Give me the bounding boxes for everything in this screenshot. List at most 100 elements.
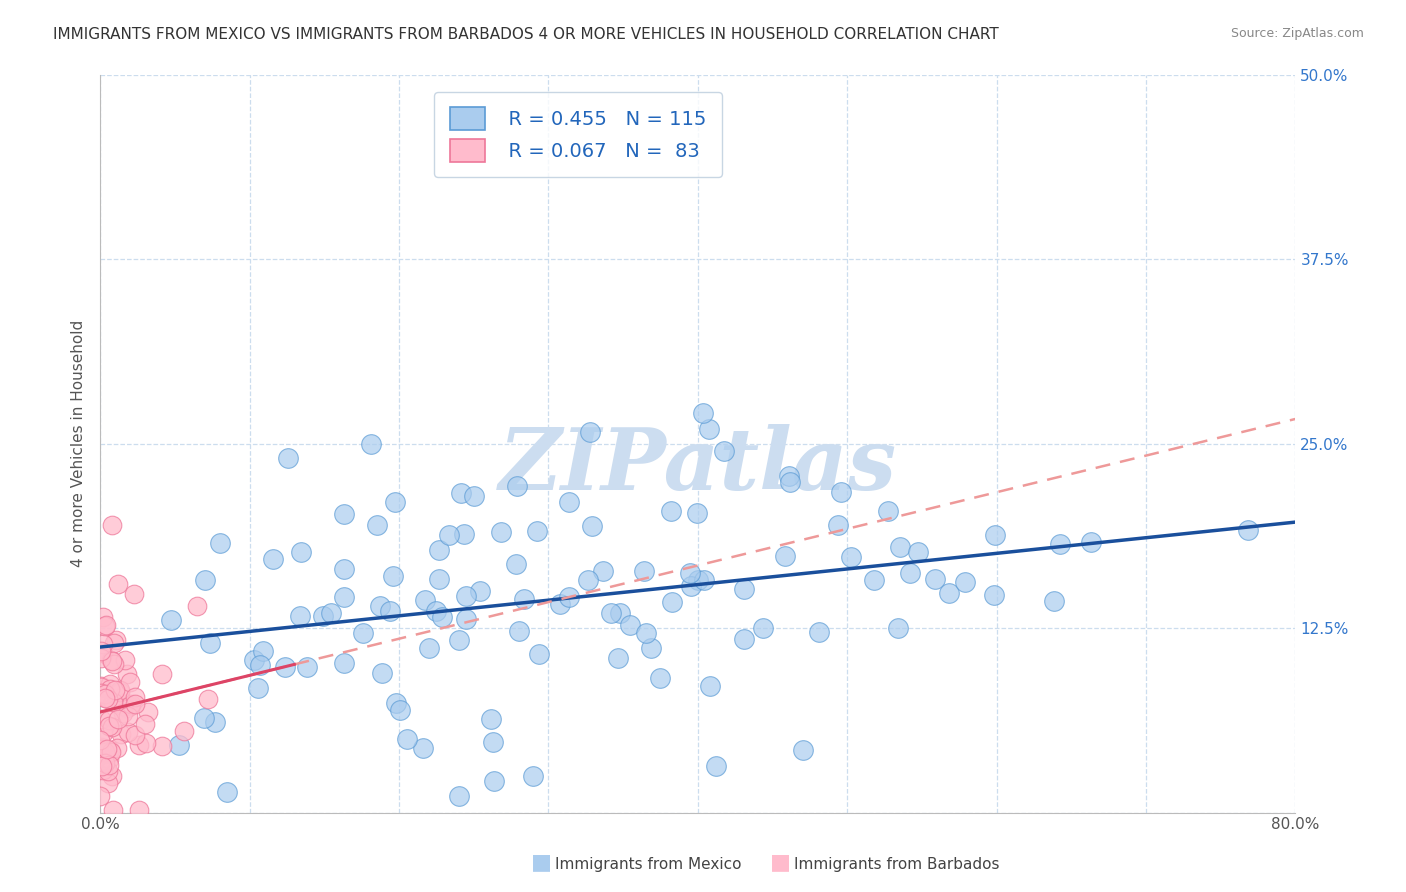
Point bbox=[277, 451, 299, 466]
Point bbox=[679, 566, 702, 581]
Point bbox=[89, 789, 111, 803]
Point bbox=[609, 606, 631, 620]
Point bbox=[370, 665, 392, 680]
Point bbox=[101, 695, 124, 709]
Point bbox=[150, 667, 173, 681]
Point bbox=[94, 745, 117, 759]
Point bbox=[111, 698, 134, 713]
Point bbox=[103, 657, 125, 672]
Point bbox=[450, 486, 472, 500]
Point bbox=[576, 574, 599, 588]
Point bbox=[482, 774, 505, 789]
Point bbox=[706, 758, 728, 772]
Point bbox=[522, 769, 544, 783]
Point bbox=[124, 690, 146, 704]
Point bbox=[98, 752, 121, 766]
Point bbox=[103, 635, 125, 649]
Point bbox=[679, 579, 702, 593]
Point bbox=[558, 591, 581, 605]
Point bbox=[288, 609, 311, 624]
Point bbox=[98, 743, 121, 757]
Point bbox=[197, 691, 219, 706]
Point bbox=[751, 621, 773, 635]
Point bbox=[117, 724, 139, 739]
Point bbox=[105, 740, 128, 755]
Point bbox=[97, 692, 120, 706]
Point bbox=[984, 528, 1007, 542]
Point bbox=[686, 573, 709, 587]
Point bbox=[953, 574, 976, 589]
Point bbox=[395, 731, 418, 746]
Point bbox=[506, 479, 529, 493]
Point bbox=[1080, 535, 1102, 549]
Point bbox=[558, 495, 581, 509]
Point bbox=[100, 745, 122, 759]
Point bbox=[108, 683, 131, 698]
Point bbox=[242, 653, 264, 667]
Point bbox=[418, 641, 440, 656]
Point bbox=[93, 751, 115, 765]
Point bbox=[91, 609, 114, 624]
Point bbox=[90, 680, 112, 694]
Point bbox=[898, 566, 921, 581]
Text: ■: ■ bbox=[531, 853, 551, 872]
Point bbox=[90, 651, 112, 665]
Point bbox=[529, 647, 551, 661]
Point bbox=[333, 657, 356, 671]
Point bbox=[215, 785, 238, 799]
Point bbox=[101, 803, 124, 817]
Point bbox=[100, 677, 122, 691]
Point bbox=[97, 758, 120, 772]
Point bbox=[606, 650, 628, 665]
Point bbox=[90, 759, 112, 773]
Point bbox=[124, 728, 146, 742]
Point bbox=[128, 803, 150, 817]
Point bbox=[380, 604, 402, 618]
Point bbox=[90, 679, 112, 693]
Point bbox=[773, 549, 796, 563]
Point bbox=[100, 653, 122, 667]
Point bbox=[90, 754, 112, 768]
Point bbox=[1043, 593, 1066, 607]
Point bbox=[91, 726, 114, 740]
Point bbox=[827, 517, 849, 532]
Point bbox=[128, 738, 150, 752]
Point bbox=[1049, 536, 1071, 550]
Point bbox=[94, 690, 117, 705]
Point bbox=[249, 657, 271, 672]
Point bbox=[733, 582, 755, 597]
Point bbox=[352, 626, 374, 640]
Point bbox=[863, 573, 886, 587]
Point bbox=[100, 769, 122, 783]
Point bbox=[90, 687, 112, 701]
Point bbox=[437, 527, 460, 541]
Point bbox=[117, 708, 139, 723]
Point bbox=[384, 495, 406, 509]
Point bbox=[382, 569, 405, 583]
Text: ZIPatlas: ZIPatlas bbox=[499, 424, 897, 508]
Point bbox=[160, 613, 183, 627]
Point bbox=[508, 624, 530, 638]
Point bbox=[425, 604, 447, 618]
Point bbox=[193, 711, 215, 725]
Point bbox=[90, 686, 112, 700]
Point bbox=[333, 591, 356, 605]
Point bbox=[713, 444, 735, 458]
Point bbox=[89, 732, 111, 747]
Point bbox=[489, 525, 512, 540]
Point bbox=[447, 789, 470, 804]
Point bbox=[105, 632, 128, 647]
Point bbox=[453, 527, 475, 541]
Point bbox=[110, 697, 132, 711]
Point bbox=[692, 406, 714, 420]
Point bbox=[114, 653, 136, 667]
Point bbox=[468, 583, 491, 598]
Point bbox=[650, 672, 672, 686]
Point bbox=[91, 756, 114, 770]
Point bbox=[94, 619, 117, 633]
Point bbox=[319, 607, 342, 621]
Point bbox=[110, 727, 132, 741]
Point bbox=[661, 595, 683, 609]
Point bbox=[599, 606, 621, 620]
Point bbox=[118, 698, 141, 713]
